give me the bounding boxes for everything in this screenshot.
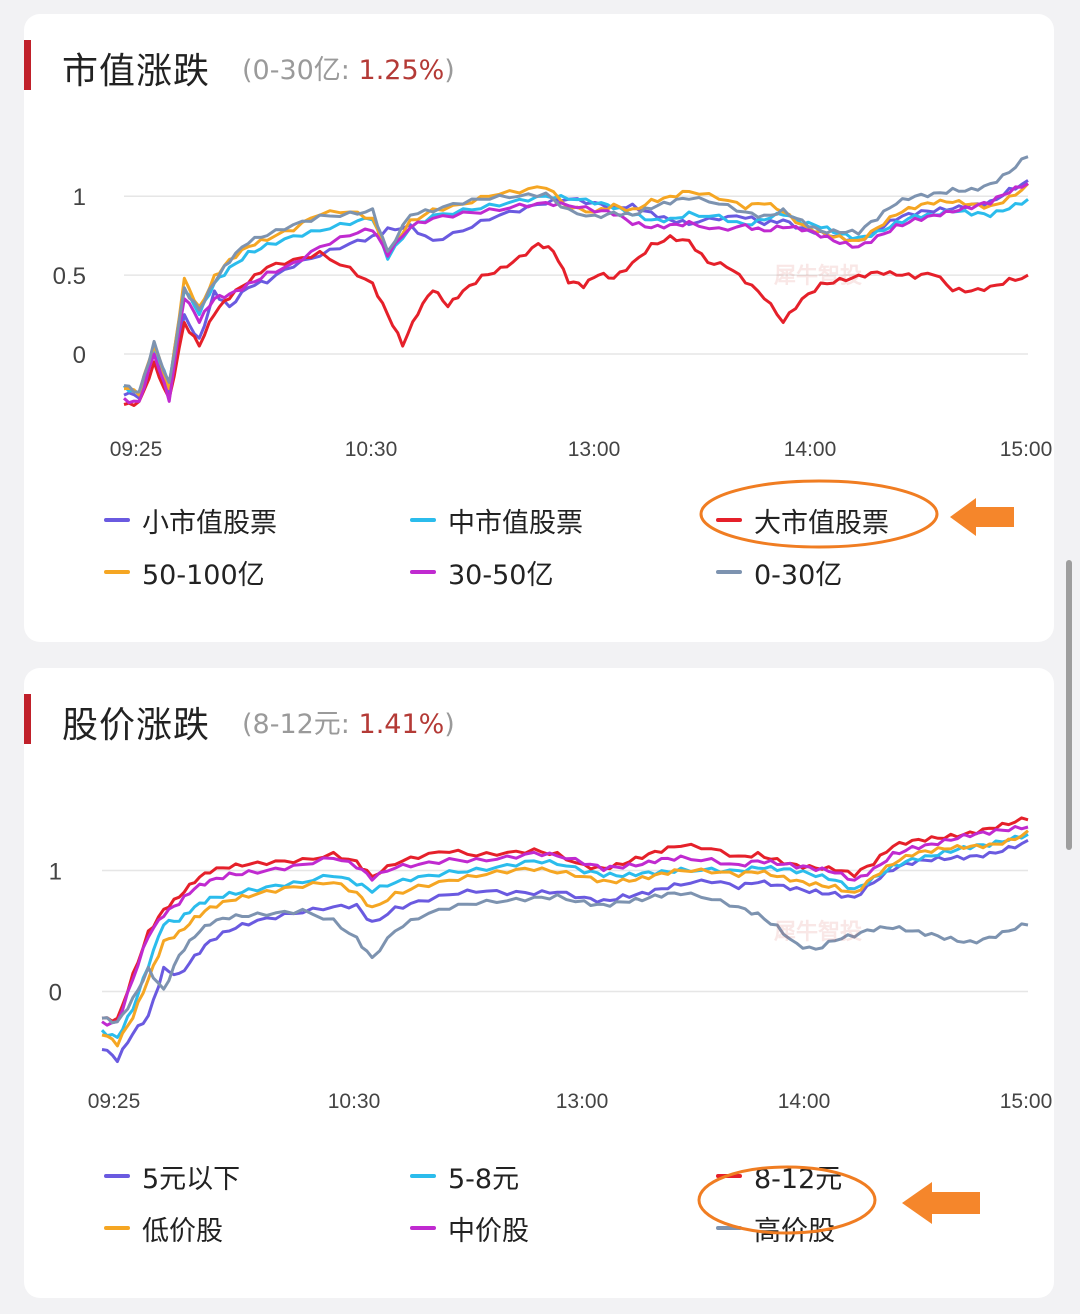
legend-item[interactable]: 30-50亿 <box>410 552 553 592</box>
legend-label: 5-8元 <box>448 1163 520 1195</box>
highlight-ellipse <box>699 479 939 549</box>
x-tick-label: 14:00 <box>784 438 837 461</box>
legend-item[interactable]: 中价股 <box>410 1208 529 1248</box>
series-line <box>101 891 1029 1025</box>
x-tick-label: 15:00 <box>1000 438 1053 461</box>
accent-bar <box>24 694 31 744</box>
legend-swatch <box>716 1226 742 1230</box>
x-tick-label: 10:30 <box>345 438 398 461</box>
series-line <box>122 194 1029 395</box>
scrollbar[interactable] <box>1066 560 1072 850</box>
x-tick-label: 13:00 <box>556 1090 609 1113</box>
legend-swatch <box>410 518 436 522</box>
x-tick-label: 10:30 <box>328 1090 381 1113</box>
legend-swatch <box>716 518 742 522</box>
subtitle-suffix: ) <box>444 55 455 86</box>
series-line <box>101 829 1029 1048</box>
legend-label: 中市值股票 <box>448 507 583 539</box>
watermark: 犀牛智投 <box>774 264 863 289</box>
y-tick-label: 1 <box>49 859 62 886</box>
series-line <box>100 833 1029 1039</box>
legend-swatch <box>410 570 436 574</box>
legend-swatch <box>104 1174 130 1178</box>
accent-bar <box>24 40 31 90</box>
arrow-left-icon <box>950 498 1014 536</box>
y-tick-label: 0.5 <box>53 263 86 290</box>
legend-item[interactable]: 50-100亿 <box>104 552 265 592</box>
legend-label: 大市值股票 <box>754 507 889 539</box>
legend-label: 30-50亿 <box>448 559 554 591</box>
legend-swatch <box>104 518 130 522</box>
legend-swatch <box>104 1226 130 1230</box>
series-line <box>122 182 1029 405</box>
x-tick-label: 13:00 <box>568 438 621 461</box>
price-line-chart: 1 0 09:25 10:30 13:00 14:00 15:00 <box>49 816 1053 1113</box>
y-tick-label: 0 <box>73 342 86 369</box>
legend-swatch <box>410 1174 436 1178</box>
watermark: 犀牛智投 <box>774 920 863 945</box>
legend-swatch <box>410 1226 436 1230</box>
legend-label: 50-100亿 <box>142 559 265 591</box>
legend-item[interactable]: 低价股 <box>104 1208 223 1248</box>
x-tick-label: 15:00 <box>1000 1090 1053 1113</box>
market-cap-line-chart: 1 0.5 0 09:25 10:30 13:00 14:00 15:00 <box>53 155 1053 461</box>
series-line <box>101 825 1029 1027</box>
price-card: 股价涨跌 (8-12元: 1.41%) 1 0 09:25 10:30 13:00 14:… <box>24 668 1054 1298</box>
legend-label: 0-30亿 <box>754 559 843 591</box>
legend-label: 小市值股票 <box>142 507 277 539</box>
series-line <box>123 234 1029 407</box>
legend-item[interactable]: 0-30亿 <box>716 552 842 592</box>
subtitle-suffix: ) <box>444 709 455 740</box>
legend-swatch <box>104 570 130 574</box>
series-line <box>123 182 1030 397</box>
card-header: 市值涨跌 (0-30亿: 1.25%) <box>24 38 1054 92</box>
subtitle-prefix: (8-12元: <box>242 709 350 740</box>
subtitle-value: 1.41% <box>358 709 445 740</box>
card-title: 股价涨跌 <box>62 705 211 746</box>
subtitle-prefix: (0-30亿: <box>242 55 350 86</box>
legend-item[interactable]: 中市值股票 <box>410 500 583 540</box>
highlight-ellipse <box>697 1165 877 1235</box>
legend-item[interactable]: 5-8元 <box>410 1156 519 1196</box>
legend-swatch <box>716 570 742 574</box>
subtitle-value: 1.25% <box>358 55 445 86</box>
market-cap-card: 市值涨跌 (0-30亿: 1.25%) 1 0.5 0 09:25 10:30 13:00… <box>24 14 1054 642</box>
series-line <box>123 155 1029 394</box>
card-subtitle: (8-12元: 1.41%) <box>242 702 455 741</box>
x-tick-label: 09:25 <box>88 1090 141 1113</box>
card-subtitle: (0-30亿: 1.25%) <box>242 48 455 87</box>
legend-label: 5元以下 <box>142 1163 241 1195</box>
legend-item[interactable]: 5元以下 <box>104 1156 240 1196</box>
legend-item[interactable]: 大市值股票 <box>716 500 889 540</box>
legend-label: 中价股 <box>448 1215 529 1247</box>
card-header: 股价涨跌 (8-12元: 1.41%) <box>24 692 1054 746</box>
x-tick-label: 14:00 <box>778 1090 831 1113</box>
card-title: 市值涨跌 <box>62 51 211 92</box>
series-line <box>101 816 1029 1023</box>
x-tick-label: 09:25 <box>110 438 163 461</box>
legend-item[interactable]: 小市值股票 <box>104 500 277 540</box>
y-tick-label: 1 <box>73 184 86 211</box>
legend-label: 低价股 <box>142 1215 223 1247</box>
y-tick-label: 0 <box>49 979 62 1006</box>
arrow-left-icon <box>902 1182 980 1224</box>
